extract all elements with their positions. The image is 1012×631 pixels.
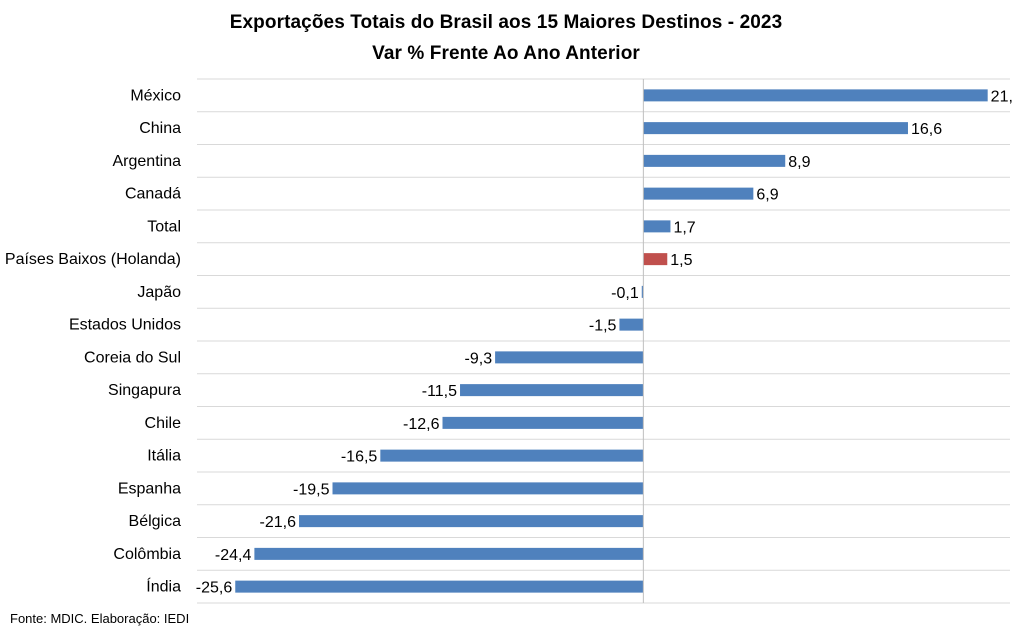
data-label: 6,9 [756,187,778,204]
category-label: Total [147,218,181,235]
category-label: China [139,120,181,137]
bar [643,89,988,102]
bar [332,482,644,495]
category-label: Países Baixos (Holanda) [5,251,181,268]
bar [643,220,671,233]
bar [643,187,754,200]
bar [460,384,644,397]
category-label: Singapura [108,382,181,399]
data-label: 1,5 [670,252,692,269]
bar [495,351,644,364]
bar [442,416,644,429]
data-label: -0,1 [611,285,639,302]
bar [643,122,908,135]
category-label: Espanha [118,480,181,497]
category-label: Itália [147,448,181,465]
category-label: Bélgica [129,513,182,530]
bar [643,253,668,266]
bar [619,318,644,331]
bar [299,515,644,528]
chart-title: Exportações Totais do Brasil aos 15 Maio… [229,12,783,33]
data-label: -19,5 [293,481,330,498]
data-label: -21,6 [260,514,297,531]
bar [380,449,644,462]
data-label: 8,9 [788,154,810,171]
category-label: Chile [145,415,182,432]
category-label: Índia [146,577,181,596]
category-label: Japão [137,284,181,301]
category-label: México [130,87,181,104]
bar [641,285,644,298]
chart-subtitle: Var % Frente Ao Ano Anterior [372,43,640,64]
data-label: -9,3 [465,350,493,367]
data-label: 1,7 [673,219,695,236]
category-label: Argentina [113,153,182,170]
data-label: -24,4 [215,547,252,564]
category-label: Coreia do Sul [84,349,181,366]
bar [254,547,644,560]
bar [643,154,786,167]
bar [235,580,644,593]
category-label: Canadá [125,186,181,203]
category-label: Colômbia [113,546,181,563]
data-label: -11,5 [422,383,457,400]
category-label: Estados Unidos [69,317,181,334]
data-label: -16,5 [341,449,378,466]
data-label: -1,5 [589,318,617,335]
data-label: -12,6 [403,416,440,433]
data-label: 21,6 [991,88,1012,105]
data-label: 16,6 [911,121,942,138]
source-note: Fonte: MDIC. Elaboração: IEDI [10,611,190,626]
data-label: -25,6 [196,580,233,597]
